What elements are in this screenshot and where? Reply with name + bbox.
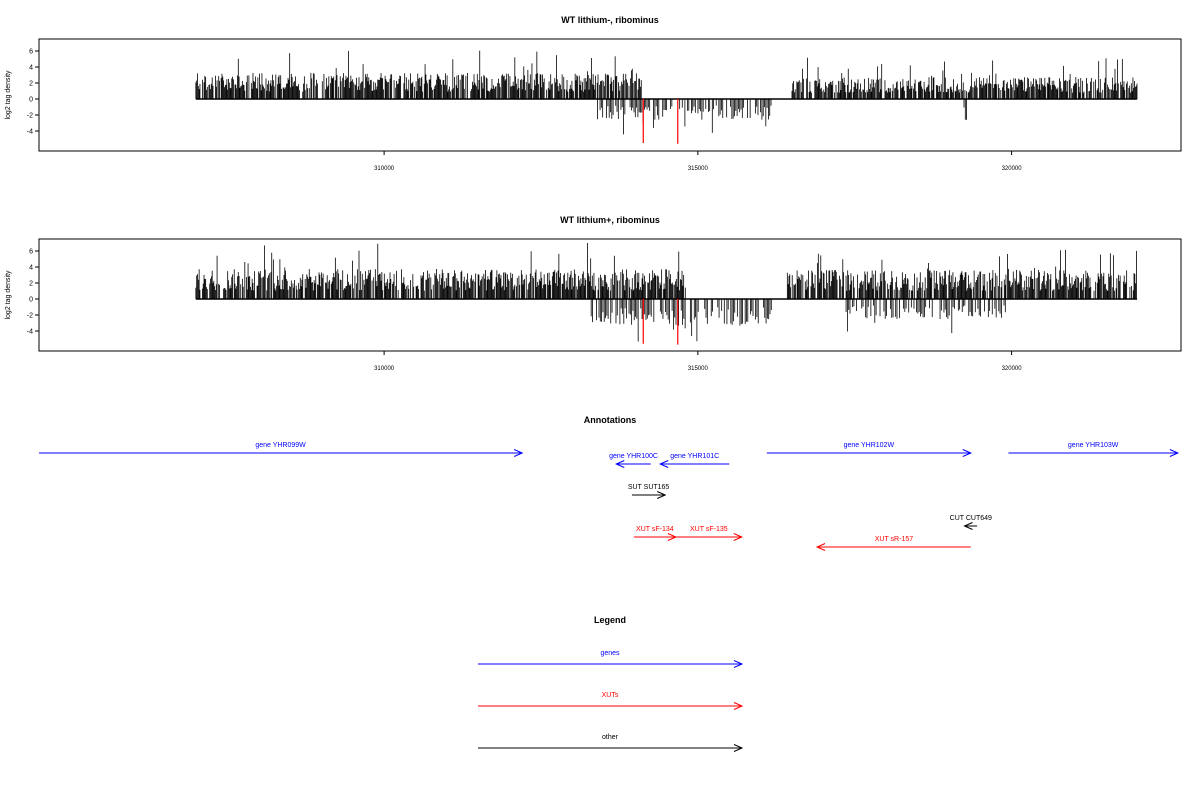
feature-label: gene YHR100C: [609, 453, 658, 460]
annotation-feature: XUT sR-157: [815, 536, 971, 551]
y-tick-label: 4: [29, 265, 33, 272]
legend-item: XUTs: [478, 692, 744, 710]
panel-1-y-axis: -4 -2 0 2 4 6: [27, 49, 39, 136]
legend-label: other: [602, 734, 619, 741]
panel-2-frame: [38, 238, 1182, 352]
signal-panel-1: WT lithium-, ribominus log2 tag density …: [5, 15, 1182, 172]
annotation-features: gene YHR099W gene YHR100C gene YHR101C gene…: [39, 442, 1180, 551]
legend-item: other: [478, 734, 744, 752]
feature-label: XUT sR-157: [875, 536, 913, 543]
feature-label: XUT sF-135: [690, 526, 728, 533]
y-tick-label: 2: [29, 81, 33, 88]
y-tick-label: 0: [29, 297, 33, 304]
legend-title: Legend: [594, 615, 626, 625]
feature-label: SUT SUT165: [628, 484, 670, 491]
panel-2-ylabel: log2 tag density: [5, 270, 12, 320]
legend-items: genes XUTs other: [478, 650, 744, 752]
feature-arrowhead: [963, 522, 973, 530]
feature-label: gene YHR101C: [670, 453, 719, 460]
feature-arrowhead: [1169, 449, 1180, 457]
panel-1-x-axis: 310000 315000 320000: [374, 151, 1022, 172]
annotation-feature: gene YHR099W: [39, 442, 524, 457]
annotation-feature: gene YHR102W: [766, 442, 973, 457]
feature-arrowhead: [962, 449, 973, 457]
feature-arrowhead: [815, 543, 826, 551]
feature-label: gene YHR103W: [1068, 442, 1119, 449]
y-tick-label: 2: [29, 281, 33, 288]
y-tick-label: 0: [29, 97, 33, 104]
panel-1-bars: [195, 50, 1138, 144]
annotations-title: Annotations: [584, 415, 637, 425]
feature-label: CUT CUT649: [950, 515, 992, 522]
x-tick-label: 320000: [1002, 366, 1023, 372]
y-tick-label: 6: [29, 249, 33, 256]
x-tick-label: 315000: [688, 366, 709, 372]
annotation-feature: gene YHR101C: [658, 453, 730, 468]
panel-1-ylabel: log2 tag density: [5, 70, 12, 120]
annotation-feature: gene YHR100C: [609, 453, 658, 468]
y-tick-label: -4: [27, 129, 33, 136]
y-tick-label: 6: [29, 49, 33, 56]
annotation-feature: XUT sF-135: [675, 526, 744, 541]
feature-arrowhead: [615, 460, 625, 468]
annotation-feature: gene YHR103W: [1008, 442, 1180, 457]
panel-2-title: WT lithium+, ribominus: [560, 215, 660, 225]
panel-2-bars: [195, 243, 1138, 345]
panel-2-x-axis: 310000 315000 320000: [374, 351, 1022, 372]
feature-arrowhead: [658, 460, 669, 468]
feature-arrowhead: [657, 491, 667, 499]
annotation-feature: SUT SUT165: [628, 484, 670, 499]
y-tick-label: -2: [27, 113, 33, 120]
legend: Legend genes XUTs other: [478, 615, 744, 752]
panel-2-y-axis: -4 -2 0 2 4 6: [27, 249, 39, 336]
x-tick-label: 315000: [688, 166, 709, 172]
legend-arrowhead: [733, 744, 744, 752]
y-tick-label: 4: [29, 65, 33, 72]
annotation-feature: XUT sF-134: [633, 526, 678, 541]
feature-label: gene YHR102W: [844, 442, 895, 449]
x-tick-label: 310000: [374, 166, 395, 172]
y-tick-label: -4: [27, 329, 33, 336]
annotation-feature: CUT CUT649: [950, 515, 992, 530]
x-tick-label: 320000: [1002, 166, 1023, 172]
panel-1-frame: [38, 38, 1182, 152]
x-tick-label: 310000: [374, 366, 395, 372]
legend-label: XUTs: [602, 692, 619, 699]
legend-arrowhead: [733, 702, 744, 710]
feature-label: XUT sF-134: [636, 526, 674, 533]
feature-label: gene YHR099W: [255, 442, 306, 449]
legend-item: genes: [478, 650, 744, 668]
panel-1-title: WT lithium-, ribominus: [561, 15, 659, 25]
legend-label: genes: [600, 650, 620, 657]
signal-panel-2: WT lithium+, ribominus log2 tag density …: [5, 215, 1182, 372]
feature-arrowhead: [733, 533, 744, 541]
y-tick-label: -2: [27, 313, 33, 320]
legend-arrowhead: [733, 660, 744, 668]
feature-arrowhead: [513, 449, 524, 457]
